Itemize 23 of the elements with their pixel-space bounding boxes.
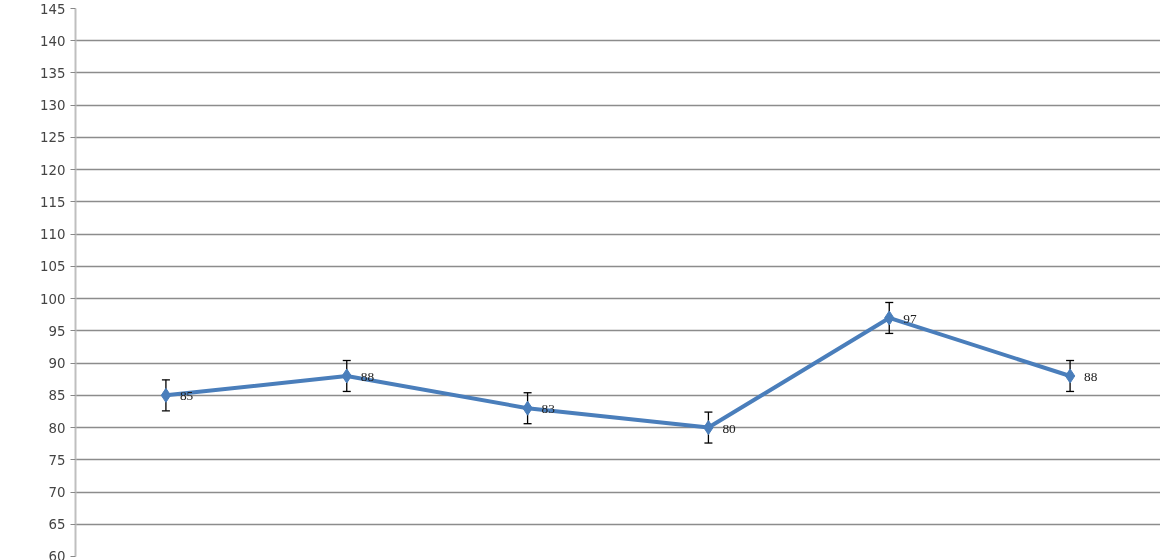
y-tick-label: 60 [48,548,66,560]
y-tick-label: 120 [40,162,66,178]
data-label: 97 [903,310,917,326]
y-tick-label: 75 [48,452,66,468]
y-tick-label: 85 [48,388,66,404]
point [1064,368,1076,384]
y-tick-label: 105 [40,259,66,275]
data-label: 80 [722,420,737,436]
y-tick-label: 140 [40,33,66,49]
y-tick-label: 90 [48,356,66,372]
y-tick-label: 145 [40,1,66,17]
y-tick-label: 65 [48,517,66,533]
y-tick-label: 110 [40,227,66,243]
y-tick-label: 130 [40,98,66,114]
y-tick-label: 95 [48,323,66,339]
point [160,387,172,403]
y-tick-label: 70 [48,485,66,501]
y-tick-label: 80 [48,420,66,436]
y-tick-label: 100 [40,291,66,307]
y-tick-label: 115 [40,194,66,210]
data-label: 88 [1084,368,1098,384]
y-tick-label: 135 [40,65,66,81]
y-tick-label: 125 [40,130,66,146]
